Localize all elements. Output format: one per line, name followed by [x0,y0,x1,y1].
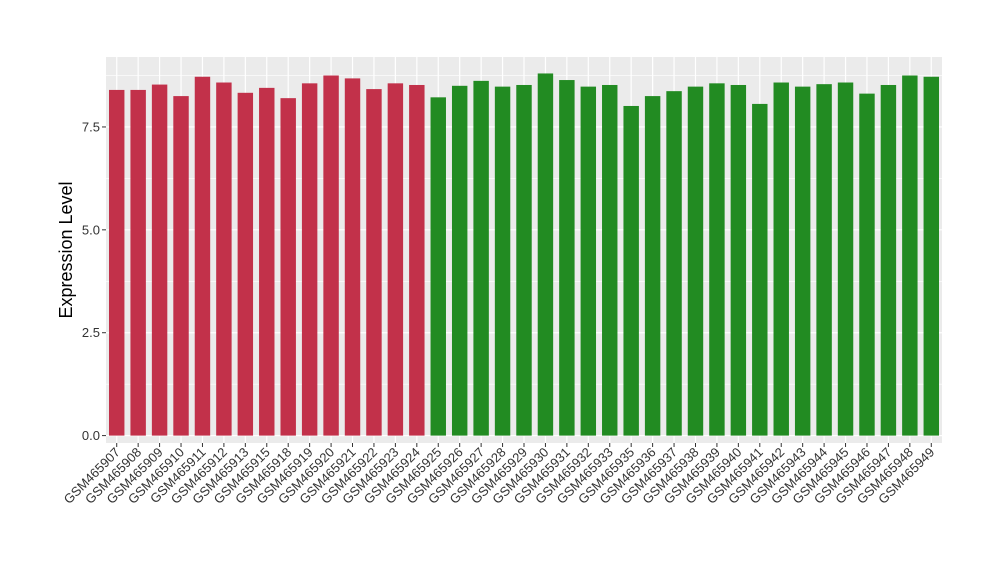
bar-GSM465922 [366,89,382,436]
bar-GSM465928 [494,86,511,436]
bar-GSM465910 [173,96,189,436]
bar-GSM465936 [644,96,661,436]
bar-GSM465932 [580,86,597,436]
y-tick-label: 0.0 [82,428,100,443]
bar-GSM465942 [773,82,789,436]
bar-GSM465945 [837,82,854,436]
bar-GSM465911 [194,76,211,436]
bar-GSM465931 [559,80,575,436]
bar-GSM465939 [709,83,725,436]
axis-layer: 0.02.55.07.5GSM465907GSM465908GSM465909G… [61,119,938,506]
y-tick-label: 2.5 [82,325,100,340]
bar-GSM465915 [259,87,275,436]
bar-GSM465921 [344,78,361,436]
bar-GSM465937 [666,91,682,436]
bar-GSM465918 [280,98,296,436]
bar-GSM465938 [687,86,704,436]
bar-GSM465944 [816,84,832,436]
y-axis-title: Expression Level [56,181,76,318]
bar-layer [109,73,939,436]
y-tick-label: 5.0 [82,222,100,237]
bar-GSM465949 [923,76,939,436]
y-tick-label: 7.5 [82,119,100,134]
bar-GSM465913 [237,92,254,436]
bar-GSM465930 [537,73,554,436]
bar-GSM465940 [730,84,747,436]
bar-GSM465907 [109,89,125,436]
bar-GSM465943 [794,86,811,436]
bar-GSM465935 [623,105,639,436]
bar-GSM465947 [880,84,897,436]
bar-GSM465924 [409,84,425,436]
bar-GSM465908 [130,89,146,436]
bar-GSM465948 [902,75,918,436]
bar-GSM465919 [301,83,318,436]
bar-GSM465923 [387,83,404,436]
bar-GSM465933 [602,84,618,436]
bar-GSM465927 [473,80,489,436]
bar-GSM465941 [752,103,768,436]
bar-GSM465926 [451,85,468,436]
bar-GSM465946 [859,93,875,436]
bar-GSM465912 [216,82,232,436]
bar-GSM465929 [516,84,532,436]
bar-GSM465925 [430,97,446,436]
bar-GSM465909 [151,84,168,436]
bar-GSM465920 [323,75,339,436]
